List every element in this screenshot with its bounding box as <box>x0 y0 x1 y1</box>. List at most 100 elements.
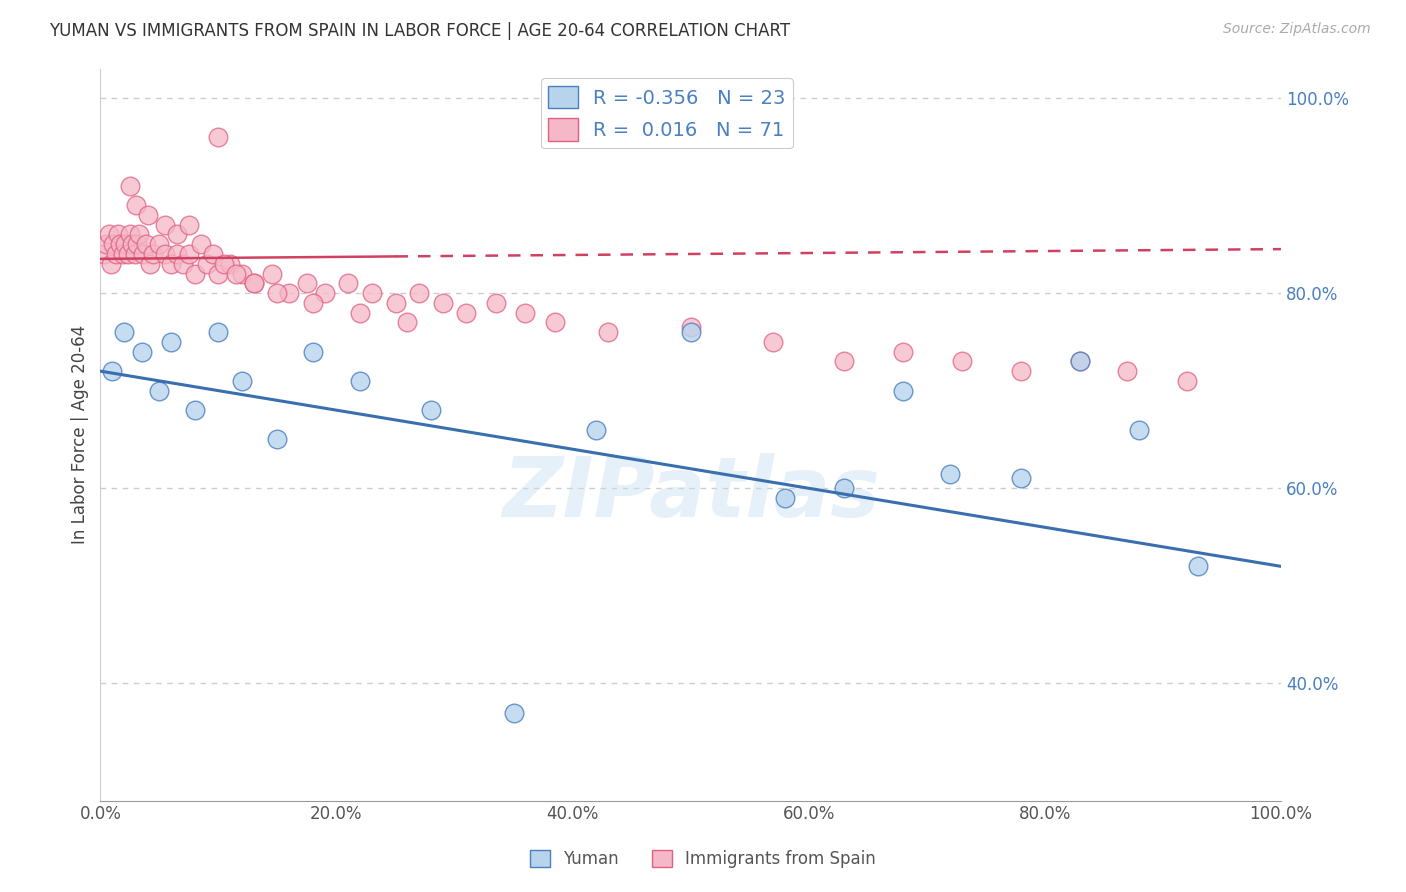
Point <box>96 237 118 252</box>
Point <box>136 208 159 222</box>
Point <box>485 295 508 310</box>
Point <box>266 433 288 447</box>
Point <box>456 305 478 319</box>
Point <box>302 344 325 359</box>
Y-axis label: In Labor Force | Age 20-64: In Labor Force | Age 20-64 <box>72 325 89 544</box>
Point <box>302 295 325 310</box>
Point <box>278 286 301 301</box>
Point <box>214 257 236 271</box>
Point <box>139 257 162 271</box>
Point <box>160 334 183 349</box>
Point <box>679 325 702 339</box>
Point <box>384 295 406 310</box>
Point <box>1187 559 1209 574</box>
Point <box>1069 354 1091 368</box>
Point <box>172 257 194 271</box>
Point <box>295 277 318 291</box>
Point <box>266 286 288 301</box>
Point <box>124 247 146 261</box>
Point <box>131 344 153 359</box>
Point <box>117 247 139 261</box>
Point <box>1069 354 1091 368</box>
Point <box>166 247 188 261</box>
Text: Source: ZipAtlas.com: Source: ZipAtlas.com <box>1223 22 1371 37</box>
Point <box>243 277 266 291</box>
Point <box>1175 374 1198 388</box>
Point <box>337 277 360 291</box>
Point <box>762 334 785 349</box>
Point <box>349 374 371 388</box>
Point <box>891 344 914 359</box>
Point <box>132 247 155 261</box>
Point <box>361 286 384 301</box>
Point <box>1116 364 1139 378</box>
Legend: R = -0.356   N = 23, R =  0.016   N = 71: R = -0.356 N = 23, R = 0.016 N = 71 <box>541 78 793 148</box>
Point <box>502 706 524 720</box>
Point <box>201 247 224 261</box>
Point <box>135 237 157 252</box>
Point <box>596 325 619 339</box>
Point <box>184 403 207 417</box>
Point <box>314 286 336 301</box>
Point <box>160 257 183 271</box>
Point <box>93 247 115 261</box>
Point <box>195 257 218 271</box>
Point <box>155 247 177 261</box>
Point <box>155 218 177 232</box>
Text: ZIPatlas: ZIPatlas <box>502 452 880 533</box>
Point <box>773 491 796 505</box>
Point <box>231 374 253 388</box>
Point <box>97 227 120 242</box>
Point <box>544 315 567 329</box>
Point <box>419 403 441 417</box>
Point <box>128 227 150 242</box>
Point <box>100 257 122 271</box>
Point <box>207 267 229 281</box>
Point <box>349 305 371 319</box>
Point <box>166 227 188 242</box>
Point <box>114 237 136 252</box>
Point <box>891 384 914 398</box>
Point <box>184 267 207 281</box>
Point <box>103 237 125 252</box>
Point <box>207 129 229 144</box>
Point <box>118 227 141 242</box>
Point <box>190 237 212 252</box>
Point <box>148 384 170 398</box>
Point <box>243 277 266 291</box>
Point <box>1010 471 1032 485</box>
Point <box>107 227 129 242</box>
Point <box>207 325 229 339</box>
Point <box>225 267 247 281</box>
Point <box>121 237 143 252</box>
Point <box>585 423 607 437</box>
Point <box>142 247 165 261</box>
Point <box>260 267 283 281</box>
Point <box>111 247 134 261</box>
Point <box>939 467 962 481</box>
Point <box>177 218 200 232</box>
Point <box>101 364 124 378</box>
Text: YUMAN VS IMMIGRANTS FROM SPAIN IN LABOR FORCE | AGE 20-64 CORRELATION CHART: YUMAN VS IMMIGRANTS FROM SPAIN IN LABOR … <box>49 22 790 40</box>
Point <box>1010 364 1032 378</box>
Point <box>408 286 430 301</box>
Point <box>432 295 454 310</box>
Point <box>112 325 135 339</box>
Point <box>177 247 200 261</box>
Point <box>679 320 702 334</box>
Point <box>231 267 253 281</box>
Point <box>832 354 855 368</box>
Point <box>515 305 537 319</box>
Legend: Yuman, Immigrants from Spain: Yuman, Immigrants from Spain <box>523 843 883 875</box>
Point <box>219 257 242 271</box>
Point <box>1128 423 1150 437</box>
Point <box>148 237 170 252</box>
Point <box>104 247 127 261</box>
Point <box>125 198 148 212</box>
Point <box>125 237 148 252</box>
Point <box>118 178 141 193</box>
Point <box>396 315 419 329</box>
Point <box>110 237 132 252</box>
Point <box>832 481 855 495</box>
Point <box>950 354 973 368</box>
